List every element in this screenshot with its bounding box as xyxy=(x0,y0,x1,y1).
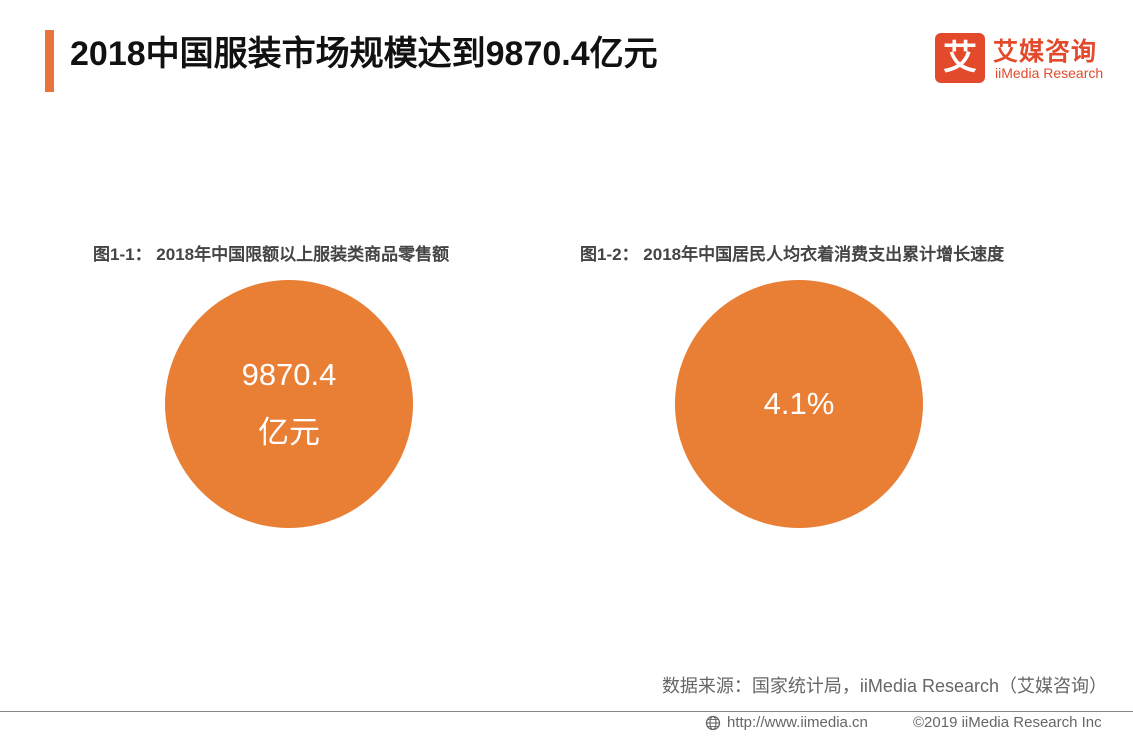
footer-website-link[interactable]: http://www.iimedia.cn xyxy=(705,714,868,731)
brand-logo: 艾 艾媒咨询 iiMedia Research xyxy=(935,33,1115,85)
chart-1-circle: 9870.4 亿元 xyxy=(165,280,413,528)
chart-2-value-label: 4.1% xyxy=(763,386,835,421)
title-accent-bar xyxy=(45,30,54,92)
footer-divider xyxy=(0,711,1133,712)
logo-name-en: iiMedia Research xyxy=(995,65,1104,81)
chart-1-unit-label: 亿元 xyxy=(258,415,320,450)
globe-icon xyxy=(705,715,721,730)
data-source-note: 数据来源：国家统计局，iiMedia Research（艾媒咨询） xyxy=(661,676,1107,696)
chart-1-value-label: 9870.4 xyxy=(241,357,337,392)
logo-name-cn: 艾媒咨询 xyxy=(993,38,1098,66)
logo-mark-icon: 艾 xyxy=(935,33,985,83)
chart-1-title: 图1-1： 2018年中国限额以上服装类商品零售额 xyxy=(93,245,450,264)
page-title: 2018中国服装市场规模达到9870.4亿元 xyxy=(70,35,658,73)
chart-2-title: 图1-2： 2018年中国居民人均衣着消费支出累计增长速度 xyxy=(580,245,1005,264)
footer-copyright: ©2019 iiMedia Research Inc xyxy=(913,714,1102,731)
chart-2-circle: 4.1% xyxy=(675,280,923,528)
footer-url-text: http://www.iimedia.cn xyxy=(727,714,868,731)
